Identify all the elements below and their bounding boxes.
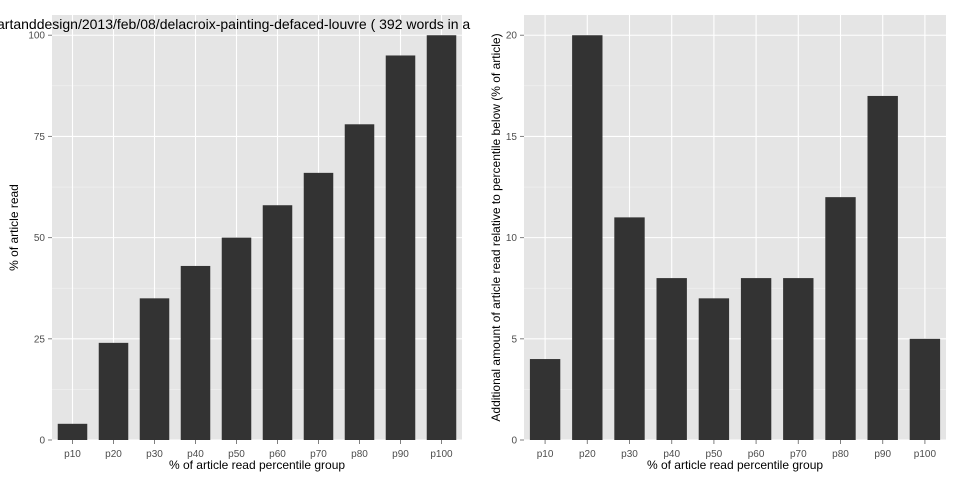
x-tick-label: p30 xyxy=(146,449,163,460)
x-tick-label: p80 xyxy=(351,449,368,460)
x-tick-label: p90 xyxy=(874,449,891,460)
bar-p50 xyxy=(221,237,252,440)
bar-p100 xyxy=(909,338,941,440)
right-bars xyxy=(529,35,941,440)
bar-p70 xyxy=(783,278,814,440)
bar-p20 xyxy=(98,342,129,440)
left-x-axis-title: % of article read percentile group xyxy=(169,458,345,472)
x-tick-label: p100 xyxy=(430,449,453,460)
x-tick-label: p70 xyxy=(310,449,327,460)
x-tick-label: p80 xyxy=(832,449,849,460)
right-x-axis-title: % of article read percentile group xyxy=(647,458,823,472)
right-y-tick-labels: 0 5 10 15 20 xyxy=(506,31,524,447)
x-tick-label: p10 xyxy=(64,449,81,460)
bar-p40 xyxy=(180,265,211,440)
y-tick-label: 10 xyxy=(506,233,518,244)
bar-p80 xyxy=(825,197,856,440)
bar-p30 xyxy=(614,217,645,440)
x-tick-label: p100 xyxy=(914,449,937,460)
y-tick-label: 25 xyxy=(34,334,46,345)
x-tick-label: p30 xyxy=(621,449,638,460)
x-tick-label: p90 xyxy=(392,449,409,460)
y-tick-label: 0 xyxy=(511,436,517,447)
y-tick-label: 20 xyxy=(506,31,518,42)
bar-p70 xyxy=(303,172,334,440)
left-x-tick-labels: p10 p20 p30 p40 p50 p60 p70 p80 p90 p100 xyxy=(64,440,453,460)
x-tick-label: p10 xyxy=(537,449,554,460)
x-tick-label: p20 xyxy=(105,449,122,460)
bar-p20 xyxy=(572,35,603,440)
chart-title: artanddesign/2013/feb/08/delacroix-paint… xyxy=(0,16,470,32)
x-tick-label: p50 xyxy=(228,449,245,460)
right-x-tick-labels: p10 p20 p30 p40 p50 p60 p70 p80 p90 p100 xyxy=(537,440,937,460)
bar-p10 xyxy=(529,359,561,440)
x-tick-label: p70 xyxy=(790,449,807,460)
y-tick-label: 15 xyxy=(506,132,518,143)
right-y-axis-title: Additional amount of article read relati… xyxy=(489,33,503,421)
bar-p40 xyxy=(656,278,687,440)
y-tick-label: 75 xyxy=(34,132,46,143)
bar-p80 xyxy=(344,124,375,441)
x-tick-label: p50 xyxy=(706,449,723,460)
right-chart-panel: 0 5 10 15 20 p10 p20 p30 p40 p50 p60 p70 p80 p90 p100… xyxy=(489,15,946,472)
x-tick-label: p60 xyxy=(748,449,765,460)
bar-p50 xyxy=(698,298,730,440)
y-tick-label: 5 xyxy=(511,334,517,345)
y-tick-label: 100 xyxy=(28,31,45,42)
y-tick-label: 0 xyxy=(39,436,45,447)
left-y-tick-labels: 0 25 50 75 100 xyxy=(28,31,52,447)
x-tick-label: p60 xyxy=(269,449,286,460)
bar-p60 xyxy=(740,278,772,440)
bar-p100 xyxy=(426,35,457,440)
bar-p30 xyxy=(139,298,170,440)
x-tick-label: p40 xyxy=(187,449,204,460)
y-tick-label: 50 xyxy=(34,233,46,244)
left-bars xyxy=(57,35,457,441)
bar-p90 xyxy=(867,95,898,440)
bar-p10 xyxy=(57,423,88,440)
x-tick-label: p40 xyxy=(663,449,680,460)
left-y-axis-title: % of article read xyxy=(7,184,21,271)
bar-p60 xyxy=(262,205,293,440)
x-tick-label: p20 xyxy=(579,449,596,460)
bar-p90 xyxy=(385,55,416,440)
